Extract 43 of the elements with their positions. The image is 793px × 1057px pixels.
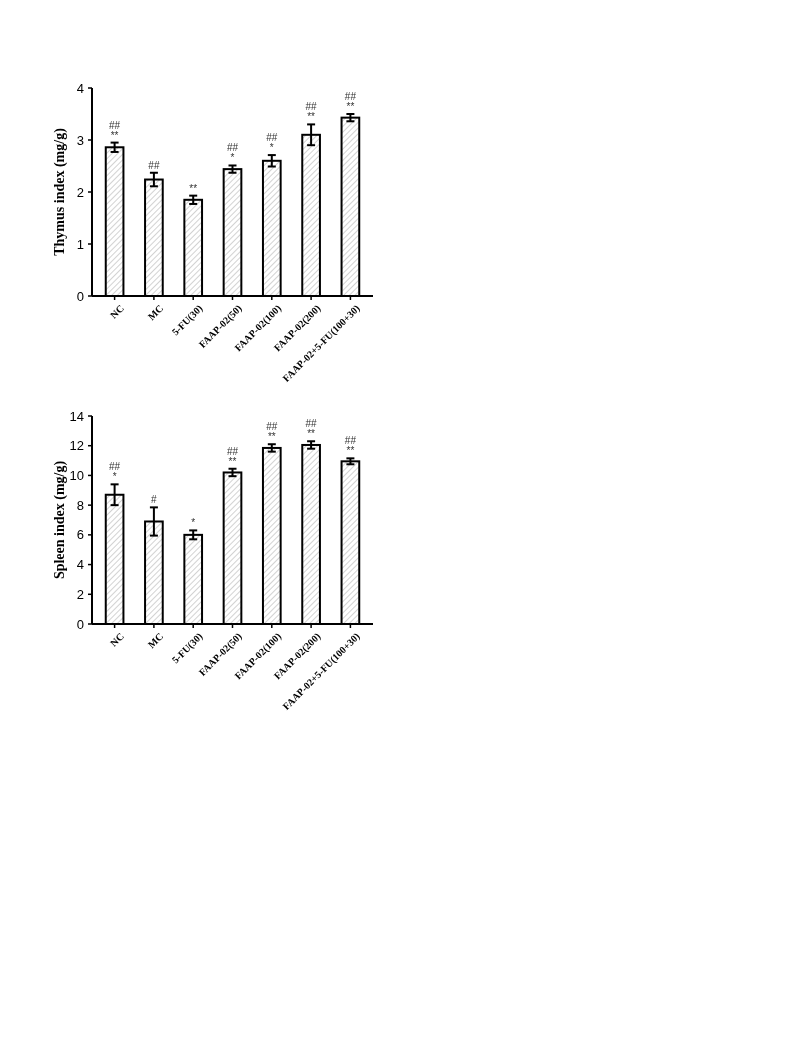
annotation: ## — [344, 435, 357, 447]
annotation: * — [269, 142, 274, 154]
x-tick-label: MC — [145, 630, 166, 651]
annotation: * — [112, 471, 117, 483]
x-tick-label: NC — [107, 302, 126, 321]
annotation: ** — [267, 431, 276, 443]
y-tick-label: 0 — [76, 288, 84, 304]
y-tick-label: 4 — [76, 557, 84, 573]
x-tick-label: MC — [145, 302, 166, 323]
annotation: ## — [266, 421, 278, 433]
y-tick-label: 0 — [76, 616, 84, 632]
annotation: ## — [148, 159, 160, 171]
y-tick-label: 14 — [69, 408, 84, 424]
annotation: ## — [344, 91, 357, 102]
annotation: ** — [189, 182, 198, 194]
y-tick-label: 6 — [76, 527, 84, 543]
y-tick-label: 12 — [69, 438, 84, 454]
y-tick-label: 3 — [76, 132, 84, 148]
annotation: ## — [266, 132, 278, 144]
annotation: # — [151, 494, 158, 506]
annotation: ## — [226, 142, 239, 154]
annotation: ** — [307, 428, 316, 440]
annotation: ** — [228, 455, 237, 467]
annotation: ** — [307, 111, 316, 123]
y-tick-label: 2 — [76, 184, 84, 200]
annotation: ## — [109, 119, 121, 131]
y-tick-label: 2 — [76, 586, 84, 602]
y-tick-label: 1 — [76, 236, 84, 252]
annotation: ** — [346, 101, 355, 112]
annotation: ** — [346, 445, 355, 457]
annotation: ## — [226, 445, 239, 457]
annotation: * — [230, 152, 235, 164]
annotation: ** — [110, 129, 119, 141]
annotation: ## — [305, 101, 318, 113]
annotation: * — [191, 517, 196, 529]
annotation: ## — [305, 418, 318, 430]
y-axis-title: Spleen index (mg/g) — [52, 460, 68, 580]
y-tick-label: 8 — [76, 497, 84, 513]
y-tick-label: 4 — [76, 80, 84, 96]
y-axis-title: Thymus index (mg/g) — [52, 127, 68, 256]
x-tick-label: NC — [107, 630, 126, 649]
y-tick-label: 10 — [69, 467, 84, 483]
annotation: ## — [109, 461, 121, 473]
